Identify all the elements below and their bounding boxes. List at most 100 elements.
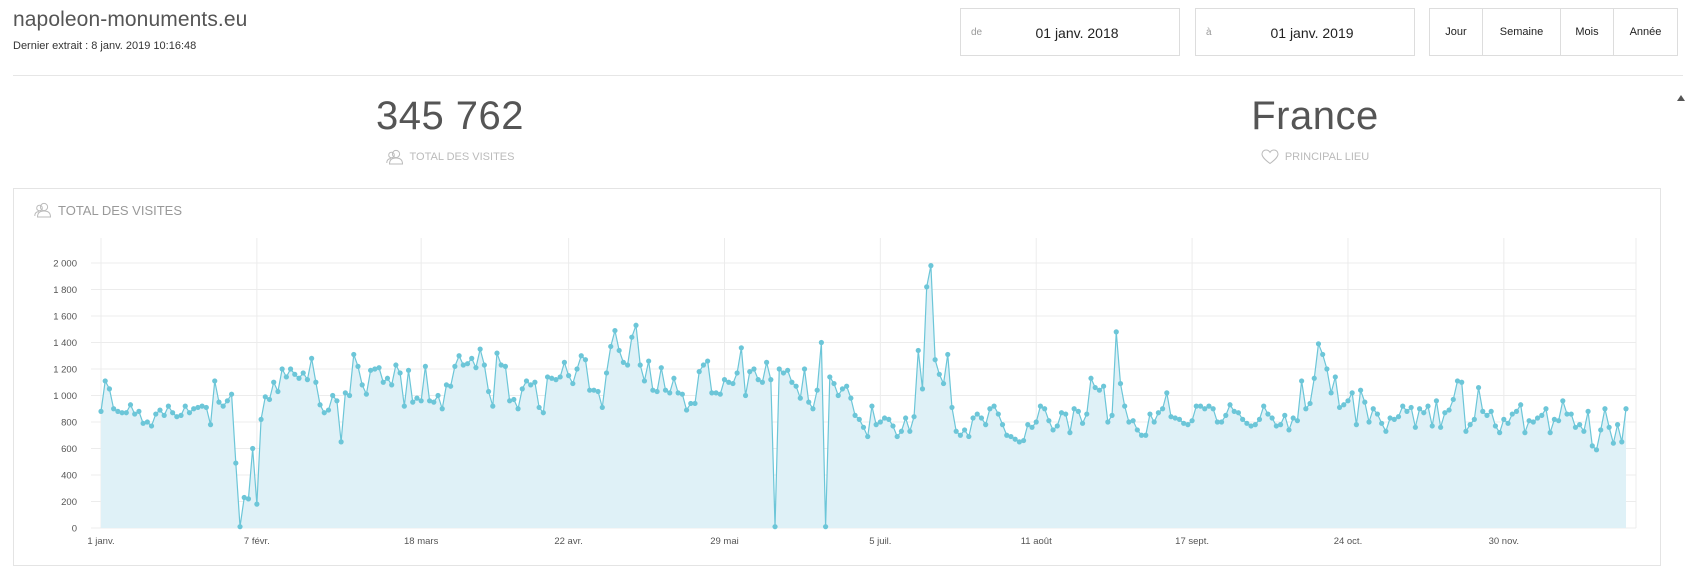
data-point[interactable]: [111, 406, 117, 412]
data-point[interactable]: [338, 439, 344, 445]
data-point[interactable]: [1155, 410, 1161, 416]
data-point[interactable]: [170, 410, 176, 416]
data-point[interactable]: [195, 404, 201, 411]
data-point[interactable]: [818, 339, 824, 346]
data-point[interactable]: [865, 433, 871, 440]
period-week-button[interactable]: Semaine: [1483, 9, 1561, 55]
data-point[interactable]: [1475, 384, 1482, 391]
date-from-field[interactable]: de 01 janv. 2018: [960, 8, 1180, 56]
data-point[interactable]: [869, 403, 875, 409]
data-point[interactable]: [1050, 427, 1056, 433]
data-point[interactable]: [1513, 408, 1520, 414]
data-point[interactable]: [1320, 351, 1326, 358]
data-point[interactable]: [401, 403, 407, 409]
data-point[interactable]: [624, 362, 631, 368]
data-point[interactable]: [1206, 403, 1212, 409]
data-point[interactable]: [363, 391, 369, 397]
data-point[interactable]: [98, 408, 104, 414]
data-point[interactable]: [1130, 418, 1136, 424]
data-point[interactable]: [1547, 430, 1553, 436]
data-point[interactable]: [1484, 412, 1490, 418]
data-point[interactable]: [1058, 410, 1065, 416]
data-point[interactable]: [1109, 412, 1115, 418]
data-point[interactable]: [426, 398, 433, 404]
data-point[interactable]: [1404, 408, 1410, 414]
data-point[interactable]: [1315, 341, 1322, 347]
data-point[interactable]: [1539, 412, 1545, 418]
data-point[interactable]: [334, 398, 340, 404]
data-point[interactable]: [1370, 406, 1376, 412]
data-point[interactable]: [228, 391, 235, 397]
data-point[interactable]: [1341, 402, 1347, 408]
data-point[interactable]: [405, 367, 412, 373]
data-point[interactable]: [780, 370, 787, 376]
data-point[interactable]: [1534, 415, 1541, 421]
data-point[interactable]: [898, 428, 905, 434]
data-point[interactable]: [346, 392, 353, 399]
data-point[interactable]: [448, 383, 454, 389]
data-point[interactable]: [102, 378, 108, 384]
data-point[interactable]: [1425, 403, 1431, 409]
data-point[interactable]: [1488, 408, 1494, 414]
data-point[interactable]: [287, 366, 294, 372]
data-point[interactable]: [1134, 427, 1140, 433]
data-point[interactable]: [1585, 408, 1591, 414]
data-point[interactable]: [683, 407, 690, 413]
data-point[interactable]: [654, 388, 660, 395]
data-point[interactable]: [1117, 380, 1124, 387]
data-point[interactable]: [245, 496, 252, 502]
data-point[interactable]: [1593, 447, 1600, 453]
data-point[interactable]: [1075, 408, 1081, 414]
data-point[interactable]: [464, 361, 471, 367]
data-point[interactable]: [300, 370, 306, 376]
data-point[interactable]: [700, 362, 707, 368]
data-point[interactable]: [1446, 407, 1452, 413]
data-point[interactable]: [275, 388, 281, 395]
data-point[interactable]: [342, 390, 348, 396]
data-point[interactable]: [928, 263, 934, 269]
data-point[interactable]: [199, 403, 205, 409]
data-point[interactable]: [1408, 404, 1414, 411]
data-point[interactable]: [418, 398, 424, 404]
data-point[interactable]: [1252, 422, 1258, 428]
data-point[interactable]: [1138, 432, 1145, 438]
data-point[interactable]: [742, 392, 749, 399]
data-point[interactable]: [991, 403, 997, 409]
data-point[interactable]: [1336, 404, 1343, 411]
data-point[interactable]: [730, 380, 736, 387]
data-point[interactable]: [894, 433, 900, 440]
data-point[interactable]: [435, 392, 441, 399]
data-point[interactable]: [473, 365, 479, 371]
data-point[interactable]: [877, 419, 883, 425]
data-point[interactable]: [641, 378, 648, 384]
data-point[interactable]: [1454, 378, 1461, 384]
data-point[interactable]: [713, 390, 719, 396]
data-point[interactable]: [1429, 423, 1435, 429]
data-point[interactable]: [144, 419, 150, 425]
data-point[interactable]: [646, 358, 652, 364]
data-point[interactable]: [1501, 416, 1507, 422]
data-point[interactable]: [734, 370, 740, 376]
data-point[interactable]: [566, 373, 572, 379]
data-point[interactable]: [1416, 406, 1423, 412]
data-point[interactable]: [1101, 383, 1107, 389]
data-point[interactable]: [679, 391, 685, 397]
data-point[interactable]: [1029, 424, 1035, 430]
data-point[interactable]: [1218, 419, 1225, 425]
data-point[interactable]: [1231, 408, 1237, 414]
data-point[interactable]: [764, 359, 770, 365]
data-point[interactable]: [616, 347, 622, 354]
data-point[interactable]: [1181, 420, 1187, 426]
data-point[interactable]: [814, 387, 820, 393]
data-point[interactable]: [212, 378, 218, 384]
data-point[interactable]: [1273, 423, 1279, 429]
data-point[interactable]: [886, 416, 892, 422]
data-point[interactable]: [1332, 374, 1338, 380]
data-point[interactable]: [797, 395, 803, 401]
data-point[interactable]: [309, 355, 315, 361]
data-point[interactable]: [1079, 420, 1086, 426]
data-point[interactable]: [852, 412, 858, 418]
data-point[interactable]: [1383, 428, 1389, 434]
data-point[interactable]: [751, 366, 757, 372]
data-point[interactable]: [1227, 402, 1233, 408]
